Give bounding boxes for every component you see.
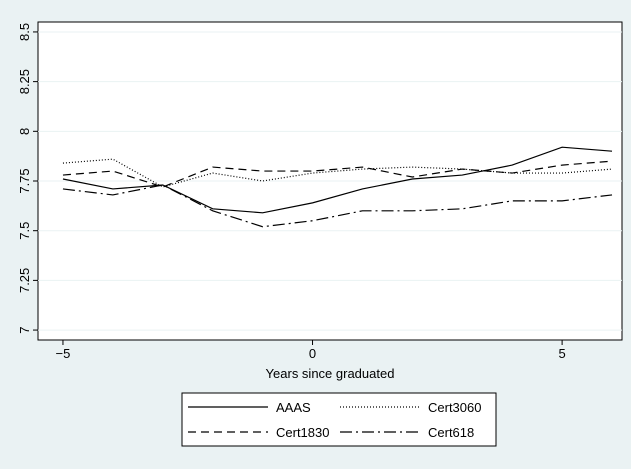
y-tick-label: 8.25 [17,69,32,94]
legend-label: Cert618 [428,425,474,440]
legend-box [181,392,497,447]
y-tick-label: 7.25 [17,268,32,293]
series-line [62,146,613,214]
legend-label: AAAS [276,400,311,415]
legend-label: Cert1830 [276,425,329,440]
x-tick-label: −5 [56,346,71,361]
x-axis-label: Years since graduated [266,366,395,381]
y-tick-label: 7.5 [17,222,32,240]
y-tick-label: 8 [17,128,32,135]
series-line [62,160,613,188]
y-tick-label: 7 [17,326,32,333]
series-line [62,184,613,228]
series-line [62,158,613,188]
x-tick-label: 5 [558,346,565,361]
legend-label: Cert3060 [428,400,481,415]
x-tick-label: 0 [309,346,316,361]
y-tick-label: 8.5 [17,23,32,41]
y-tick-label: 7.75 [17,168,32,193]
